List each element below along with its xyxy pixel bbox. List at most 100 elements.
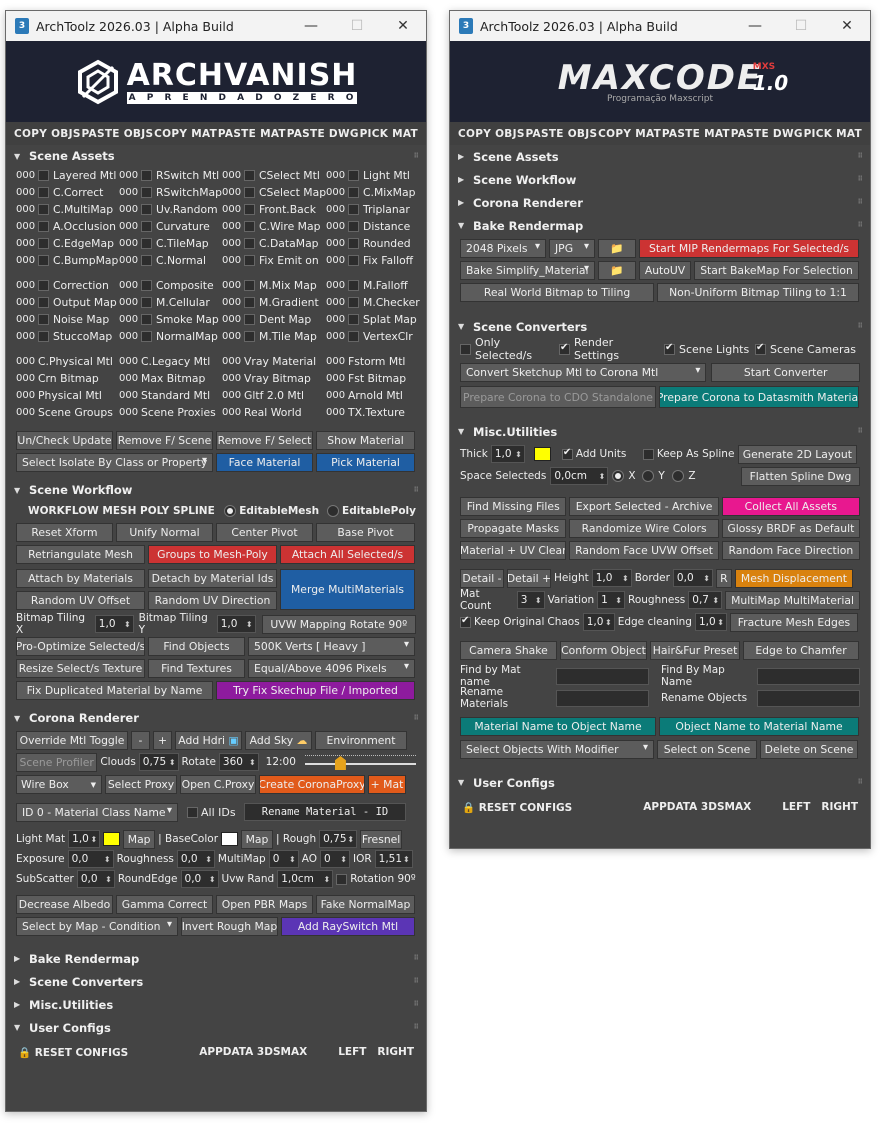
sun-time-slider[interactable] bbox=[304, 752, 416, 772]
scene-profiler-button[interactable]: Scene Profiler bbox=[16, 752, 98, 772]
asset-item[interactable]: 000 C.EdgeMap bbox=[16, 235, 119, 252]
rename-material-field[interactable]: Rename Material - ID bbox=[244, 803, 406, 821]
object-to-material-name-button[interactable]: Object Name to Material Name bbox=[659, 716, 859, 736]
asset-item[interactable]: 000 Max Bitmap bbox=[119, 370, 222, 387]
base-map-button[interactable]: Map bbox=[241, 829, 274, 849]
conform-object-button[interactable]: Conform Object bbox=[560, 640, 647, 660]
face-material-button[interactable]: Face Material bbox=[216, 452, 313, 472]
flatten-spline-button[interactable]: Flatten Spline Dwg bbox=[741, 466, 860, 486]
export-selected-archive-button[interactable]: Export Selected - Archive bbox=[569, 496, 719, 516]
fake-normalmap-button[interactable]: Fake NormalMap bbox=[316, 894, 415, 914]
random-uv-offset-button[interactable]: Random UV Offset bbox=[16, 591, 145, 610]
asset-item[interactable]: 000 Scene Groups bbox=[16, 404, 119, 421]
multimap-multimaterial-button[interactable]: MultiMap MultiMaterial bbox=[725, 590, 861, 610]
merge-multimaterials-button[interactable]: Merge MultiMaterials bbox=[280, 569, 415, 610]
section-user-configs[interactable]: ▼ User Configs ⠿ bbox=[450, 771, 870, 794]
asset-item[interactable]: 000 Fstorm Mtl bbox=[326, 353, 416, 370]
asset-checkbox[interactable] bbox=[348, 238, 359, 249]
asset-checkbox[interactable] bbox=[348, 204, 359, 215]
axis-x-radio[interactable] bbox=[612, 470, 625, 482]
asset-item[interactable]: 000 M.Cellular bbox=[119, 294, 222, 311]
maximize-button[interactable]: ☐ bbox=[794, 18, 808, 34]
border-spinner[interactable]: 0,0 bbox=[672, 569, 713, 587]
section-bake-rendermap[interactable]: ▼ Bake Rendermap ⠿ bbox=[450, 214, 870, 237]
asset-checkbox[interactable] bbox=[244, 238, 255, 249]
randomize-wire-colors-button[interactable]: Randomize Wire Colors bbox=[569, 518, 719, 538]
groups-to-mesh-poly-button[interactable]: Groups to Mesh-Poly bbox=[148, 544, 277, 564]
rough-spinner[interactable]: 0,75 bbox=[319, 830, 358, 848]
asset-item[interactable]: 000 CSelect Mtl bbox=[222, 167, 326, 184]
pick-mat-button[interactable]: PICK MAT bbox=[359, 127, 418, 140]
bitmap-tiling-y-spinner[interactable]: 1,0 bbox=[216, 615, 256, 633]
only-selected-checkbox[interactable] bbox=[460, 343, 471, 355]
editable-mesh-radio[interactable] bbox=[224, 505, 237, 517]
asset-checkbox[interactable] bbox=[348, 221, 359, 232]
asset-item[interactable]: 000 RSwitch Mtl bbox=[119, 167, 222, 184]
asset-item[interactable]: 000 VertexClr bbox=[326, 328, 416, 345]
pro-optimize-button[interactable]: Pro-Optimize Selected/s bbox=[16, 636, 145, 656]
asset-item[interactable]: 000 Front.Back bbox=[222, 201, 326, 218]
editable-poly-radio[interactable] bbox=[327, 505, 340, 517]
asset-item[interactable]: 000 C.MultiMap bbox=[16, 201, 119, 218]
asset-item[interactable]: 000 Correction bbox=[16, 277, 119, 294]
paste-objs-button[interactable]: PASTE OBJS bbox=[81, 127, 154, 140]
convert-sketchup-dropdown[interactable]: Convert Sketchup Mtl to Corona Mtl bbox=[460, 362, 707, 382]
find-objects-button[interactable]: Find Objects bbox=[148, 636, 245, 656]
prepare-cdo-button[interactable]: Prepare Corona to CDO Standalone bbox=[460, 386, 656, 408]
base-color-swatch[interactable] bbox=[221, 832, 239, 846]
light-color-swatch[interactable] bbox=[103, 832, 121, 846]
fix-duplicated-material-button[interactable]: Fix Duplicated Material by Name bbox=[16, 680, 213, 700]
asset-item[interactable]: 000 Curvature bbox=[119, 218, 222, 235]
find-by-mat-name-field[interactable] bbox=[556, 667, 650, 685]
gamma-correct-button[interactable]: Gamma Correct bbox=[116, 894, 213, 914]
left-button[interactable]: LEFT bbox=[782, 801, 811, 813]
uvw-mapping-rotate-button[interactable]: UVW Mapping Rotate 90º bbox=[261, 614, 417, 634]
asset-item[interactable]: 000 C.Normal bbox=[119, 252, 222, 269]
section-scene-assets[interactable]: ▼ Scene Assets ⠿ bbox=[6, 145, 426, 167]
asset-item[interactable]: 000 Real World bbox=[222, 404, 326, 421]
subscatter-spinner[interactable]: 0,0 bbox=[76, 870, 115, 888]
section-corona-renderer[interactable]: ▼ Corona Renderer ⠿ bbox=[6, 707, 426, 729]
material-to-object-name-button[interactable]: Material Name to Object Name bbox=[460, 716, 656, 736]
asset-item[interactable]: 000 Noise Map bbox=[16, 311, 119, 328]
asset-checkbox[interactable] bbox=[244, 255, 255, 266]
roughness-spinner[interactable]: 0,0 bbox=[176, 850, 215, 868]
select-by-map-dropdown[interactable]: Select by Map - Condition bbox=[16, 916, 178, 936]
rotation-90-checkbox[interactable] bbox=[336, 873, 348, 885]
asset-checkbox[interactable] bbox=[141, 297, 152, 308]
asset-checkbox[interactable] bbox=[244, 297, 255, 308]
asset-checkbox[interactable] bbox=[38, 204, 49, 215]
asset-checkbox[interactable] bbox=[244, 170, 255, 181]
height-spinner[interactable]: 1,0 bbox=[591, 569, 632, 587]
asset-item[interactable]: 000 Light Mtl bbox=[326, 167, 416, 184]
light-map-button[interactable]: Map bbox=[123, 829, 156, 849]
asset-item[interactable]: 000 RSwitchMap bbox=[119, 184, 222, 201]
asset-checkbox[interactable] bbox=[348, 331, 359, 342]
override-mtl-toggle-button[interactable]: Override Mtl Toggle bbox=[16, 730, 128, 750]
asset-item[interactable]: 000 Smoke Map bbox=[119, 311, 222, 328]
asset-item[interactable]: 000 Fix Emit on bbox=[222, 252, 326, 269]
environment-button[interactable]: Environment bbox=[315, 730, 407, 750]
asset-checkbox[interactable] bbox=[38, 314, 49, 325]
add-sky-button[interactable]: Add Sky ☁ bbox=[245, 730, 312, 750]
copy-objs-button[interactable]: COPY OBJS bbox=[458, 127, 525, 140]
asset-item[interactable]: 000 Uv.Random bbox=[119, 201, 222, 218]
propagate-masks-button[interactable]: Propagate Masks bbox=[460, 518, 567, 538]
asset-checkbox[interactable] bbox=[348, 280, 359, 291]
section-scene-workflow[interactable]: ▼ Scene Workflow ⠿ bbox=[6, 479, 426, 501]
select-proxy-button[interactable]: Select Proxy bbox=[105, 774, 177, 794]
invert-rough-map-button[interactable]: Invert Rough Map bbox=[181, 916, 278, 936]
asset-checkbox[interactable] bbox=[348, 314, 359, 325]
asset-checkbox[interactable] bbox=[38, 255, 49, 266]
right-button[interactable]: RIGHT bbox=[377, 1046, 414, 1058]
copy-mat-button[interactable]: COPY MAT bbox=[598, 127, 662, 140]
bake-folder-button[interactable]: 📁 bbox=[598, 238, 636, 258]
find-by-map-name-field[interactable] bbox=[757, 667, 860, 685]
edge-cleaning-spinner[interactable]: 1,0 bbox=[694, 613, 727, 631]
asset-item[interactable]: 000 Dent Map bbox=[222, 311, 326, 328]
left-button[interactable]: LEFT bbox=[338, 1046, 367, 1058]
reset-r-button[interactable]: R bbox=[715, 568, 732, 588]
asset-checkbox[interactable] bbox=[141, 221, 152, 232]
reset-xform-button[interactable]: Reset Xform bbox=[16, 522, 113, 542]
variation-spinner[interactable]: 1 bbox=[597, 591, 625, 609]
